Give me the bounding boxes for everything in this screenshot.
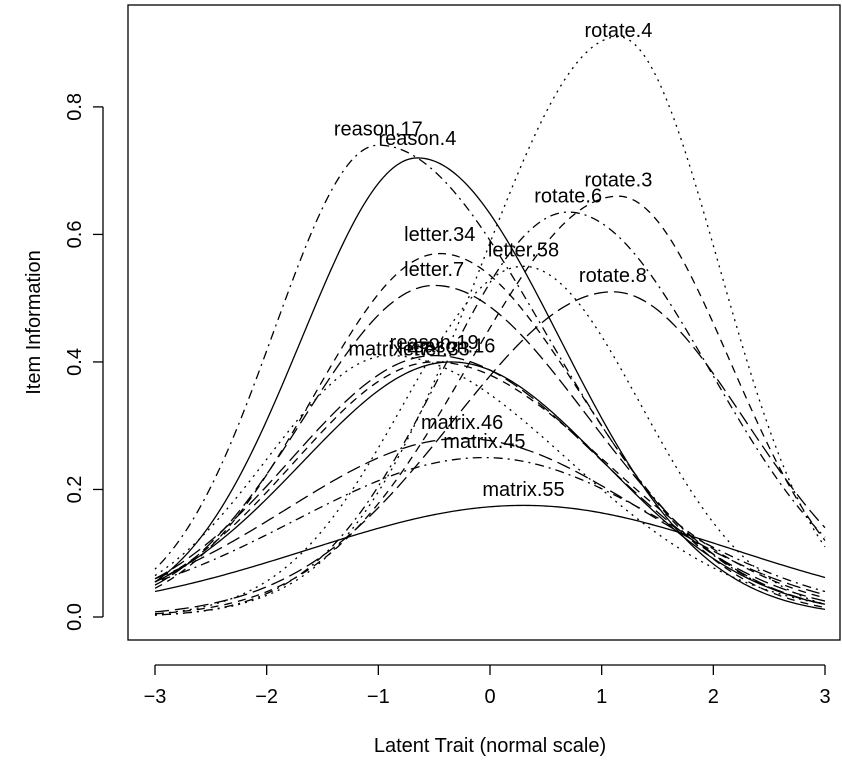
curve-rotate-3 [154, 195, 826, 615]
label-rotate-8: rotate.8 [579, 265, 647, 287]
label-reason-16: reason.16 [406, 335, 495, 357]
curve-letter-33 [154, 361, 826, 599]
label-reason-19: reason.19 [390, 332, 479, 354]
label-matrix-45: matrix.45 [443, 431, 525, 453]
label-matrix-46: matrix.46 [421, 412, 503, 434]
y-tick-label: 0.6 [64, 221, 86, 249]
x-axis-title: Latent Trait (normal scale) [374, 735, 606, 757]
curve-labels: rotate.4reason.17reason.4rotate.3rotate.… [334, 20, 652, 501]
plot-frame [127, 4, 841, 641]
x-tick-label: −3 [144, 686, 167, 708]
curve-reason-17 [154, 144, 826, 605]
y-axis-title: Item Information [23, 250, 45, 395]
label-letter-58: letter.58 [488, 240, 559, 262]
label-matrix-55: matrix.55 [482, 479, 564, 501]
curve-rotate-4 [154, 36, 826, 616]
label-matrix-47: matrix.47 [348, 339, 430, 361]
x-axis: −3 −2 −1 0 1 2 3 [144, 664, 831, 708]
y-tick-label: 0.2 [64, 476, 86, 504]
curve-matrix-45 [154, 456, 826, 593]
x-tick-label: 1 [596, 686, 607, 708]
label-rotate-6: rotate.6 [534, 186, 602, 208]
curve-matrix-47 [154, 354, 826, 605]
x-tick-label: 0 [484, 686, 495, 708]
label-reason-4: reason.4 [378, 128, 456, 150]
label-letter-7: letter.7 [404, 259, 464, 281]
curve-reason-4 [154, 157, 826, 610]
curve-letter-34 [154, 252, 826, 609]
y-tick-label: 0.4 [64, 348, 86, 376]
x-tick-label: 3 [819, 686, 830, 708]
information-curves [154, 36, 826, 616]
curve-rotate-6 [154, 211, 826, 616]
curve-rotate-8 [154, 291, 826, 613]
x-tick-label: −1 [367, 686, 390, 708]
x-tick-label: −2 [255, 686, 278, 708]
x-tick-label: 2 [708, 686, 719, 708]
label-reason-17: reason.17 [334, 119, 423, 141]
plot-border [127, 4, 841, 641]
y-tick-label: 0.8 [64, 93, 86, 121]
y-tick-label: 0.0 [64, 603, 86, 631]
label-rotate-4: rotate.4 [585, 20, 653, 42]
label-letter-33: letter.33 [399, 339, 470, 361]
label-letter-34: letter.34 [404, 224, 475, 246]
curve-matrix-46 [154, 437, 826, 596]
label-rotate-3: rotate.3 [585, 170, 653, 192]
curve-letter-7 [154, 284, 826, 605]
y-axis: 0.0 0.2 0.4 0.6 0.8 [64, 93, 104, 631]
curve-matrix-55 [154, 504, 826, 593]
